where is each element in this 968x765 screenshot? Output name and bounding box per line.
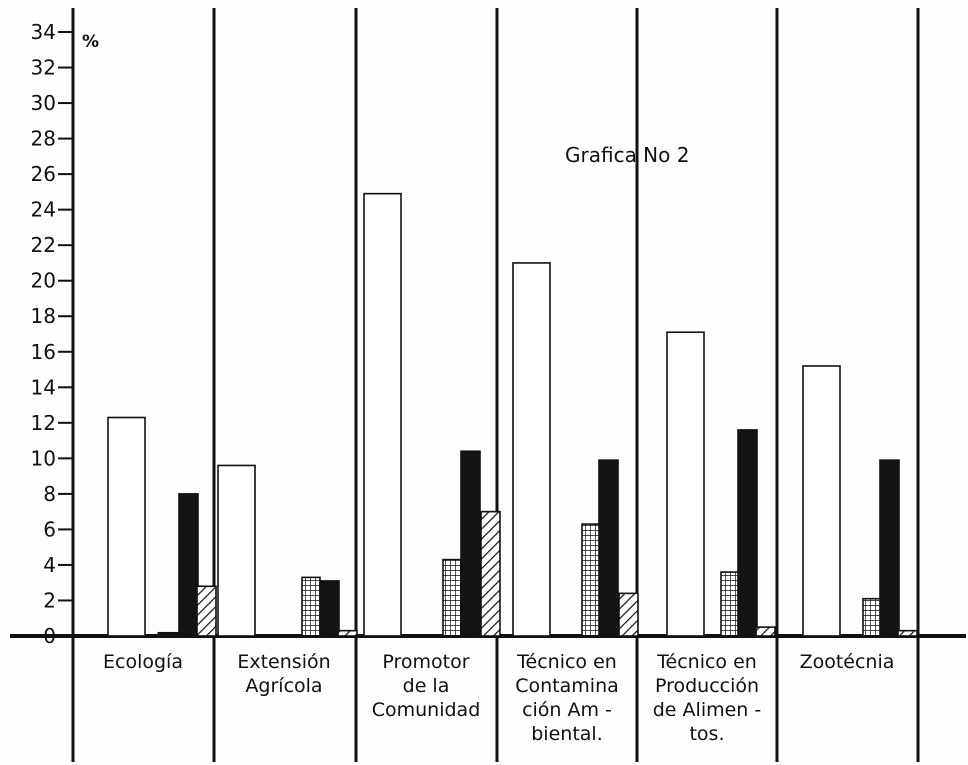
- category-label-line: Zootécnia: [800, 651, 895, 673]
- bar-white: [802, 365, 841, 637]
- bar-grid: [862, 597, 882, 637]
- bar-small: [157, 631, 179, 637]
- y-tick-label: 28: [31, 127, 56, 151]
- y-tick-label: 4: [43, 553, 56, 577]
- category-label: Ecología: [103, 651, 183, 673]
- bar-grid: [301, 576, 321, 637]
- category-label-line: Técnico en: [516, 651, 617, 673]
- category-label-line: Agrícola: [245, 675, 322, 697]
- y-tick-label: 20: [31, 269, 56, 293]
- bar-hatch: [755, 626, 776, 637]
- y-tick-label: 14: [31, 375, 56, 399]
- bar-white: [217, 464, 256, 637]
- bar-hatch: [337, 629, 358, 637]
- category-label-line: Ecología: [103, 651, 183, 673]
- bar-white: [666, 331, 705, 637]
- chart-title: Grafica No 2: [565, 143, 689, 167]
- y-tick-label: 32: [31, 56, 56, 80]
- y-tick-label: 0: [43, 624, 56, 648]
- bar-dark: [737, 429, 758, 637]
- y-tick-label: 10: [31, 446, 56, 470]
- y-tick-label: 8: [43, 482, 56, 506]
- bars: [107, 192, 918, 637]
- bar-grid: [720, 571, 740, 637]
- bar-grid: [581, 523, 601, 637]
- bar-hatch: [196, 585, 217, 637]
- bar-dark: [879, 459, 900, 637]
- category-label-line: biental.: [531, 723, 602, 745]
- y-tick-label: 16: [31, 340, 56, 364]
- category-label-line: de la: [403, 675, 450, 697]
- category-label-line: Técnico en: [656, 651, 757, 673]
- bar-dark: [598, 459, 619, 637]
- y-tick-label: 26: [31, 162, 56, 186]
- category-label: Extensión Agrícola: [237, 651, 330, 697]
- y-tick-label: 24: [31, 198, 56, 222]
- bar-dark: [178, 493, 199, 637]
- bar-hatch: [618, 592, 639, 637]
- bar-dark: [319, 580, 340, 637]
- y-axis-unit-label: %: [82, 32, 99, 52]
- bar-grid: [442, 558, 462, 637]
- category-label-line: Contamina: [515, 675, 619, 697]
- y-tick-label: 34: [31, 20, 56, 44]
- bar-hatch: [897, 629, 918, 637]
- category-label-line: de Alimen -: [653, 699, 761, 721]
- y-tick-label: 22: [31, 233, 56, 257]
- y-tick-label: 30: [31, 91, 56, 115]
- category-label-line: ción Am -: [522, 699, 612, 721]
- bar-dark: [460, 450, 481, 637]
- category-label: Promotor de la Comunidad: [372, 651, 481, 721]
- category-label-line: Extensión: [237, 651, 330, 673]
- category-label: Técnico en Producción de Alimen -tos.: [653, 651, 761, 745]
- category-label-line: Producción: [655, 675, 759, 697]
- category-label-line: Promotor: [382, 651, 469, 673]
- category-label: Zootécnia: [800, 651, 895, 673]
- y-tick-label: 2: [43, 588, 56, 612]
- category-dividers: [71, 8, 920, 762]
- category-label-line: tos.: [689, 723, 724, 745]
- y-tick-label: 12: [31, 411, 56, 435]
- bar-white: [363, 192, 402, 637]
- bar-white: [512, 262, 551, 637]
- category-label: Técnico en Contamina ción Am -biental.: [515, 651, 619, 745]
- y-tick-label: 18: [31, 304, 56, 328]
- bar-white: [107, 416, 146, 637]
- bar-hatch: [480, 510, 501, 637]
- y-tick-label: 6: [43, 517, 56, 541]
- category-label-line: Comunidad: [372, 699, 481, 721]
